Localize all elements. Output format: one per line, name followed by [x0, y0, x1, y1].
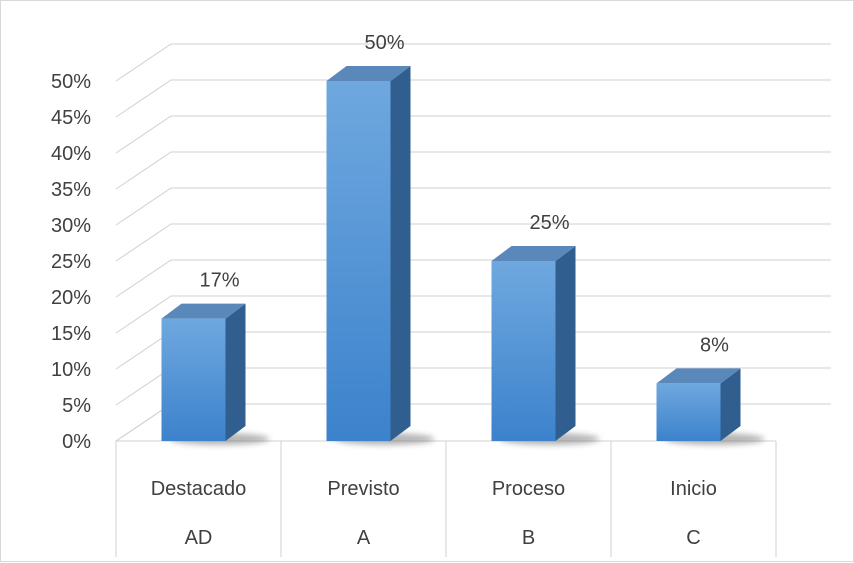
- gridline: [115, 79, 831, 118]
- y-tick-label: 15%: [51, 323, 91, 345]
- bar-top: [326, 66, 411, 81]
- bar-side: [720, 368, 741, 441]
- y-tick-label: 50%: [51, 71, 91, 93]
- category-label: Previsto: [327, 478, 399, 500]
- bar-side: [555, 246, 576, 441]
- category-label: Destacado: [151, 478, 247, 500]
- category-sublabel: A: [357, 527, 371, 549]
- gridline: [115, 151, 831, 190]
- category-sublabel: AD: [185, 527, 213, 549]
- gridlines: [115, 43, 831, 442]
- bar-front: [326, 81, 391, 441]
- x-axis: Destacado AD Previsto A Proceso B Inicio C: [115, 440, 777, 557]
- y-tick-label: 0%: [62, 431, 91, 453]
- category-label: Proceso: [492, 478, 565, 500]
- bar-side: [225, 303, 246, 441]
- y-tick-label: 30%: [51, 215, 91, 237]
- y-tick-label: 35%: [51, 179, 91, 201]
- gridline: [115, 43, 831, 82]
- data-labels: 17% 50% 25% 8%: [199, 32, 729, 356]
- data-label: 50%: [364, 32, 404, 54]
- bars: [161, 66, 765, 445]
- category-sublabel: B: [522, 527, 535, 549]
- bar-front: [491, 261, 556, 441]
- y-tick-label: 10%: [51, 359, 91, 381]
- gridline: [115, 223, 831, 262]
- gridline: [115, 295, 831, 334]
- gridline: [115, 187, 831, 226]
- bar: [656, 368, 765, 445]
- y-tick-label: 40%: [51, 143, 91, 165]
- y-tick-label: 25%: [51, 251, 91, 273]
- category-label: Inicio: [670, 478, 717, 500]
- y-tick-label: 20%: [51, 287, 91, 309]
- data-label: 8%: [700, 334, 729, 356]
- bar-top: [656, 368, 741, 384]
- y-tick-label: 45%: [51, 107, 91, 129]
- bar: [326, 66, 435, 445]
- bar-side: [390, 66, 411, 441]
- gridline: [115, 259, 831, 298]
- bar: [491, 246, 600, 445]
- bar-front: [161, 318, 226, 441]
- data-label: 17%: [199, 270, 239, 292]
- y-tick-label: 5%: [62, 395, 91, 417]
- bar-front: [656, 383, 721, 441]
- bar: [161, 303, 270, 445]
- bar-top: [491, 246, 576, 261]
- gridline: [115, 115, 831, 154]
- data-label: 25%: [529, 212, 569, 234]
- y-axis: 0% 5% 10% 15% 20% 25% 30% 35% 40% 45% 50%: [51, 71, 91, 453]
- bar-top: [161, 303, 246, 319]
- category-sublabel: C: [686, 527, 700, 549]
